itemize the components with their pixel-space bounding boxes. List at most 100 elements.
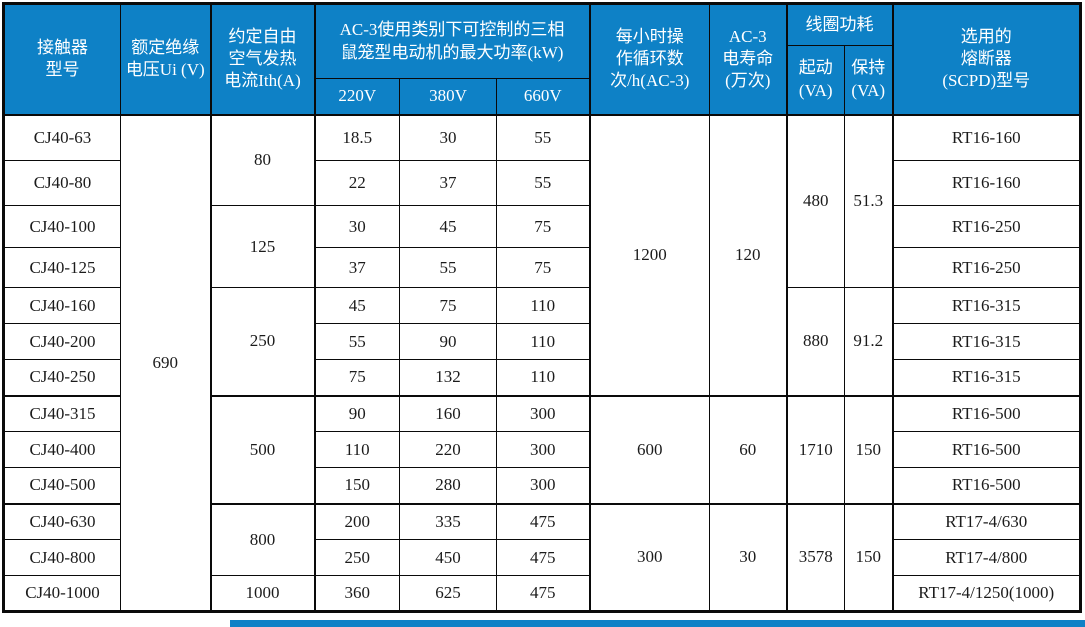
table-row: CJ40-80 22 37 55 RT16-160 bbox=[3, 160, 1081, 206]
cell-fuse-model: RT17-4/800 bbox=[892, 539, 1081, 576]
cell-kw-220v: 30 bbox=[314, 205, 400, 248]
cell-electrical-life: 30 bbox=[709, 503, 788, 612]
cell-kw-380v: 37 bbox=[399, 160, 497, 206]
cell-cycles: 1200 bbox=[589, 114, 710, 397]
cell-model: CJ40-100 bbox=[3, 205, 121, 248]
cell-kw-380v: 335 bbox=[399, 503, 497, 540]
table-row: CJ40-250 75 132 110 RT16-315 bbox=[3, 359, 1081, 397]
cell-fuse-model: RT16-160 bbox=[892, 114, 1081, 161]
table-row: CJ40-200 55 90 110 RT16-315 bbox=[3, 323, 1081, 360]
cell-fuse-model: RT16-250 bbox=[892, 205, 1081, 248]
cell-thermal-current: 125 bbox=[210, 205, 316, 288]
cell-kw-660v: 75 bbox=[496, 247, 591, 288]
cell-kw-380v: 75 bbox=[399, 287, 497, 324]
cell-electrical-life: 120 bbox=[709, 114, 788, 397]
table-row: CJ40-800 250 450 475 RT17-4/800 bbox=[3, 539, 1081, 576]
header-660v: 660V bbox=[496, 78, 591, 115]
cell-kw-660v: 300 bbox=[496, 431, 591, 468]
table-row: CJ40-1000 1000 360 625 475 RT17-4/1250(1000) bbox=[3, 575, 1081, 612]
cell-fuse-model: RT16-250 bbox=[892, 247, 1081, 288]
table-row: CJ40-125 37 55 75 RT16-250 bbox=[3, 247, 1081, 288]
cell-electrical-life: 60 bbox=[709, 395, 788, 505]
cell-model: CJ40-400 bbox=[3, 431, 121, 468]
cell-kw-660v: 55 bbox=[496, 160, 591, 206]
cell-coil-start: 1710 bbox=[786, 395, 845, 505]
table-header: 接触器 型号 额定绝缘 电压Ui (V) 约定自由 空气发热 电流Ith(A) … bbox=[3, 3, 1081, 115]
cell-kw-660v: 300 bbox=[496, 467, 591, 505]
cell-model: CJ40-500 bbox=[3, 467, 121, 505]
table-row: CJ40-400 110 220 300 RT16-500 bbox=[3, 431, 1081, 468]
cell-kw-660v: 475 bbox=[496, 575, 591, 612]
cell-kw-660v: 110 bbox=[496, 287, 591, 324]
cell-model: CJ40-63 bbox=[3, 114, 121, 161]
cell-kw-660v: 55 bbox=[496, 114, 591, 161]
cell-cycles: 600 bbox=[589, 395, 710, 505]
cell-kw-660v: 475 bbox=[496, 503, 591, 540]
cell-kw-380v: 220 bbox=[399, 431, 497, 468]
cell-kw-660v: 75 bbox=[496, 205, 591, 248]
cell-kw-220v: 45 bbox=[314, 287, 400, 324]
cell-coil-start: 480 bbox=[786, 114, 845, 288]
cell-coil-hold: 91.2 bbox=[844, 287, 894, 397]
cell-model: CJ40-80 bbox=[3, 160, 121, 206]
cell-kw-220v: 360 bbox=[314, 575, 400, 612]
header-thermal-current: 约定自由 空气发热 电流Ith(A) bbox=[210, 3, 316, 115]
cell-insulation-voltage: 690 bbox=[120, 114, 212, 612]
table-row: CJ40-500 150 280 300 RT16-500 bbox=[3, 467, 1081, 505]
cell-fuse-model: RT16-500 bbox=[892, 431, 1081, 468]
contactor-spec-table: 接触器 型号 额定绝缘 电压Ui (V) 约定自由 空气发热 电流Ith(A) … bbox=[2, 2, 1082, 613]
header-electrical-life: AC-3 电寿命 (万次) bbox=[709, 3, 788, 115]
cell-fuse-model: RT17-4/1250(1000) bbox=[892, 575, 1081, 612]
cell-fuse-model: RT16-315 bbox=[892, 359, 1081, 397]
table-row: CJ40-315 500 90 160 300 600 60 1710 150 RT16-500 bbox=[3, 395, 1081, 505]
header-coil-hold: 保持 (VA) bbox=[844, 45, 894, 115]
header-cycles: 每小时操 作循环数 次/h(AC-3) bbox=[589, 3, 710, 115]
cell-model: CJ40-125 bbox=[3, 247, 121, 288]
cell-kw-220v: 55 bbox=[314, 323, 400, 360]
cell-kw-380v: 55 bbox=[399, 247, 497, 288]
cell-fuse-model: RT16-160 bbox=[892, 160, 1081, 206]
cell-kw-380v: 625 bbox=[399, 575, 497, 612]
cell-kw-380v: 280 bbox=[399, 467, 497, 505]
cell-coil-hold: 51.3 bbox=[844, 114, 894, 288]
cell-fuse-model: RT17-4/630 bbox=[892, 503, 1081, 540]
cell-kw-380v: 90 bbox=[399, 323, 497, 360]
cell-model: CJ40-1000 bbox=[3, 575, 121, 612]
cell-thermal-current: 80 bbox=[210, 114, 316, 206]
cell-coil-hold: 150 bbox=[844, 395, 894, 505]
header-ac3-power-group: AC-3使用类别下可控制的三相 鼠笼型电动机的最大功率(kW) bbox=[314, 3, 591, 79]
cell-thermal-current: 250 bbox=[210, 287, 316, 397]
cell-kw-380v: 30 bbox=[399, 114, 497, 161]
cell-cycles: 300 bbox=[589, 503, 710, 612]
cell-model: CJ40-250 bbox=[3, 359, 121, 397]
cell-kw-220v: 200 bbox=[314, 503, 400, 540]
cell-kw-380v: 132 bbox=[399, 359, 497, 397]
cell-kw-660v: 110 bbox=[496, 359, 591, 397]
table-row: CJ40-160 250 45 75 110 880 91.2 RT16-315 bbox=[3, 287, 1081, 397]
header-coil-power-group: 线圈功耗 bbox=[786, 3, 894, 46]
cell-fuse-model: RT16-500 bbox=[892, 467, 1081, 505]
cell-model: CJ40-200 bbox=[3, 323, 121, 360]
cell-model: CJ40-800 bbox=[3, 539, 121, 576]
header-row-2: 起动 (VA) 保持 (VA) bbox=[4, 45, 1081, 115]
cell-kw-220v: 90 bbox=[314, 395, 400, 432]
header-insulation-voltage: 额定绝缘 电压Ui (V) bbox=[120, 3, 212, 115]
cell-kw-660v: 110 bbox=[496, 323, 591, 360]
cell-coil-start: 3578 bbox=[786, 503, 845, 612]
cell-model: CJ40-630 bbox=[3, 503, 121, 540]
cell-kw-220v: 75 bbox=[314, 359, 400, 397]
cell-fuse-model: RT16-315 bbox=[892, 323, 1081, 360]
cell-kw-220v: 150 bbox=[314, 467, 400, 505]
contactor-spec-table-frame: 接触器 型号 额定绝缘 电压Ui (V) 约定自由 空气发热 电流Ith(A) … bbox=[2, 2, 1082, 613]
table-row: CJ40-630 800 200 335 475 300 30 3578 150 RT17-4/6… bbox=[3, 503, 1081, 612]
table-body: CJ40-63 690 80 18.5 30 55 1200 120 480 51.3 RT16-1… bbox=[3, 114, 1081, 612]
cell-kw-660v: 475 bbox=[496, 539, 591, 576]
cell-kw-380v: 160 bbox=[399, 395, 497, 432]
cell-thermal-current: 1000 bbox=[210, 575, 316, 612]
header-380v: 380V bbox=[399, 78, 497, 115]
cell-fuse-model: RT16-500 bbox=[892, 395, 1081, 432]
table-row: CJ40-100 125 30 45 75 RT16-250 bbox=[3, 205, 1081, 288]
cell-coil-start: 880 bbox=[786, 287, 845, 397]
header-coil-start: 起动 (VA) bbox=[786, 45, 845, 115]
header-row-3: 220V 380V 660V bbox=[4, 78, 1081, 115]
